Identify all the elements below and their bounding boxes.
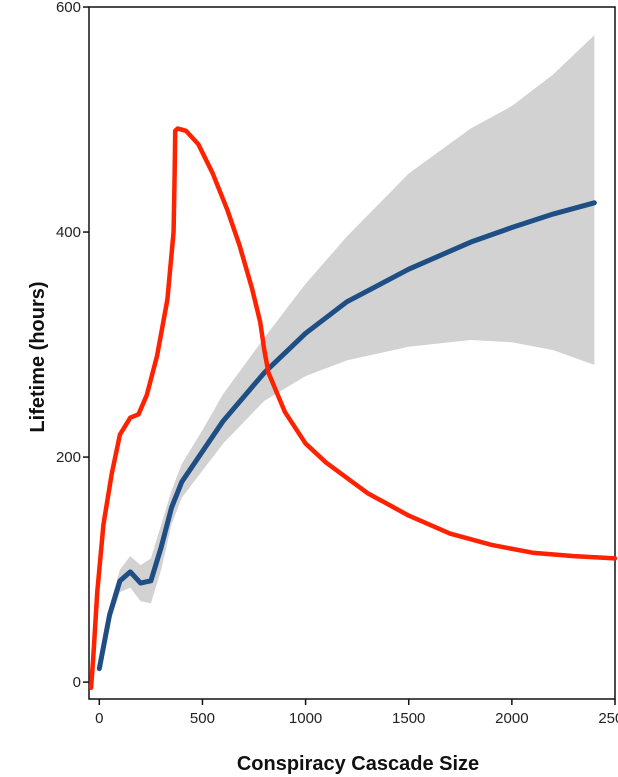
y-tick-label: 600 — [56, 0, 81, 16]
annotation-layer — [88, 126, 618, 690]
y-axis: 0 200 400 600 — [56, 0, 89, 691]
x-tick-label: 0 — [95, 710, 103, 727]
x-tick-label: 2500 — [598, 710, 618, 727]
plot-frame — [88, 6, 616, 700]
y-tick-label: 400 — [56, 224, 81, 241]
y-axis-title: Lifetime (hours) — [27, 281, 49, 432]
x-tick-label: 1000 — [289, 710, 322, 727]
x-axis-title: Conspiracy Cascade Size — [237, 753, 479, 775]
x-tick-label: 1500 — [392, 710, 425, 727]
confidence-band-layer — [99, 35, 595, 674]
confidence-band — [99, 35, 595, 674]
fit-line — [96, 200, 597, 672]
x-axis: 0 500 1000 1500 2000 2500 — [95, 699, 618, 727]
y-tick-label: 0 — [73, 674, 81, 691]
annotation-curve — [88, 126, 618, 690]
x-tick-label: 2000 — [495, 710, 528, 727]
x-tick-label: 500 — [190, 710, 215, 727]
fit-line-layer — [96, 200, 597, 672]
y-tick-label: 200 — [56, 449, 81, 466]
